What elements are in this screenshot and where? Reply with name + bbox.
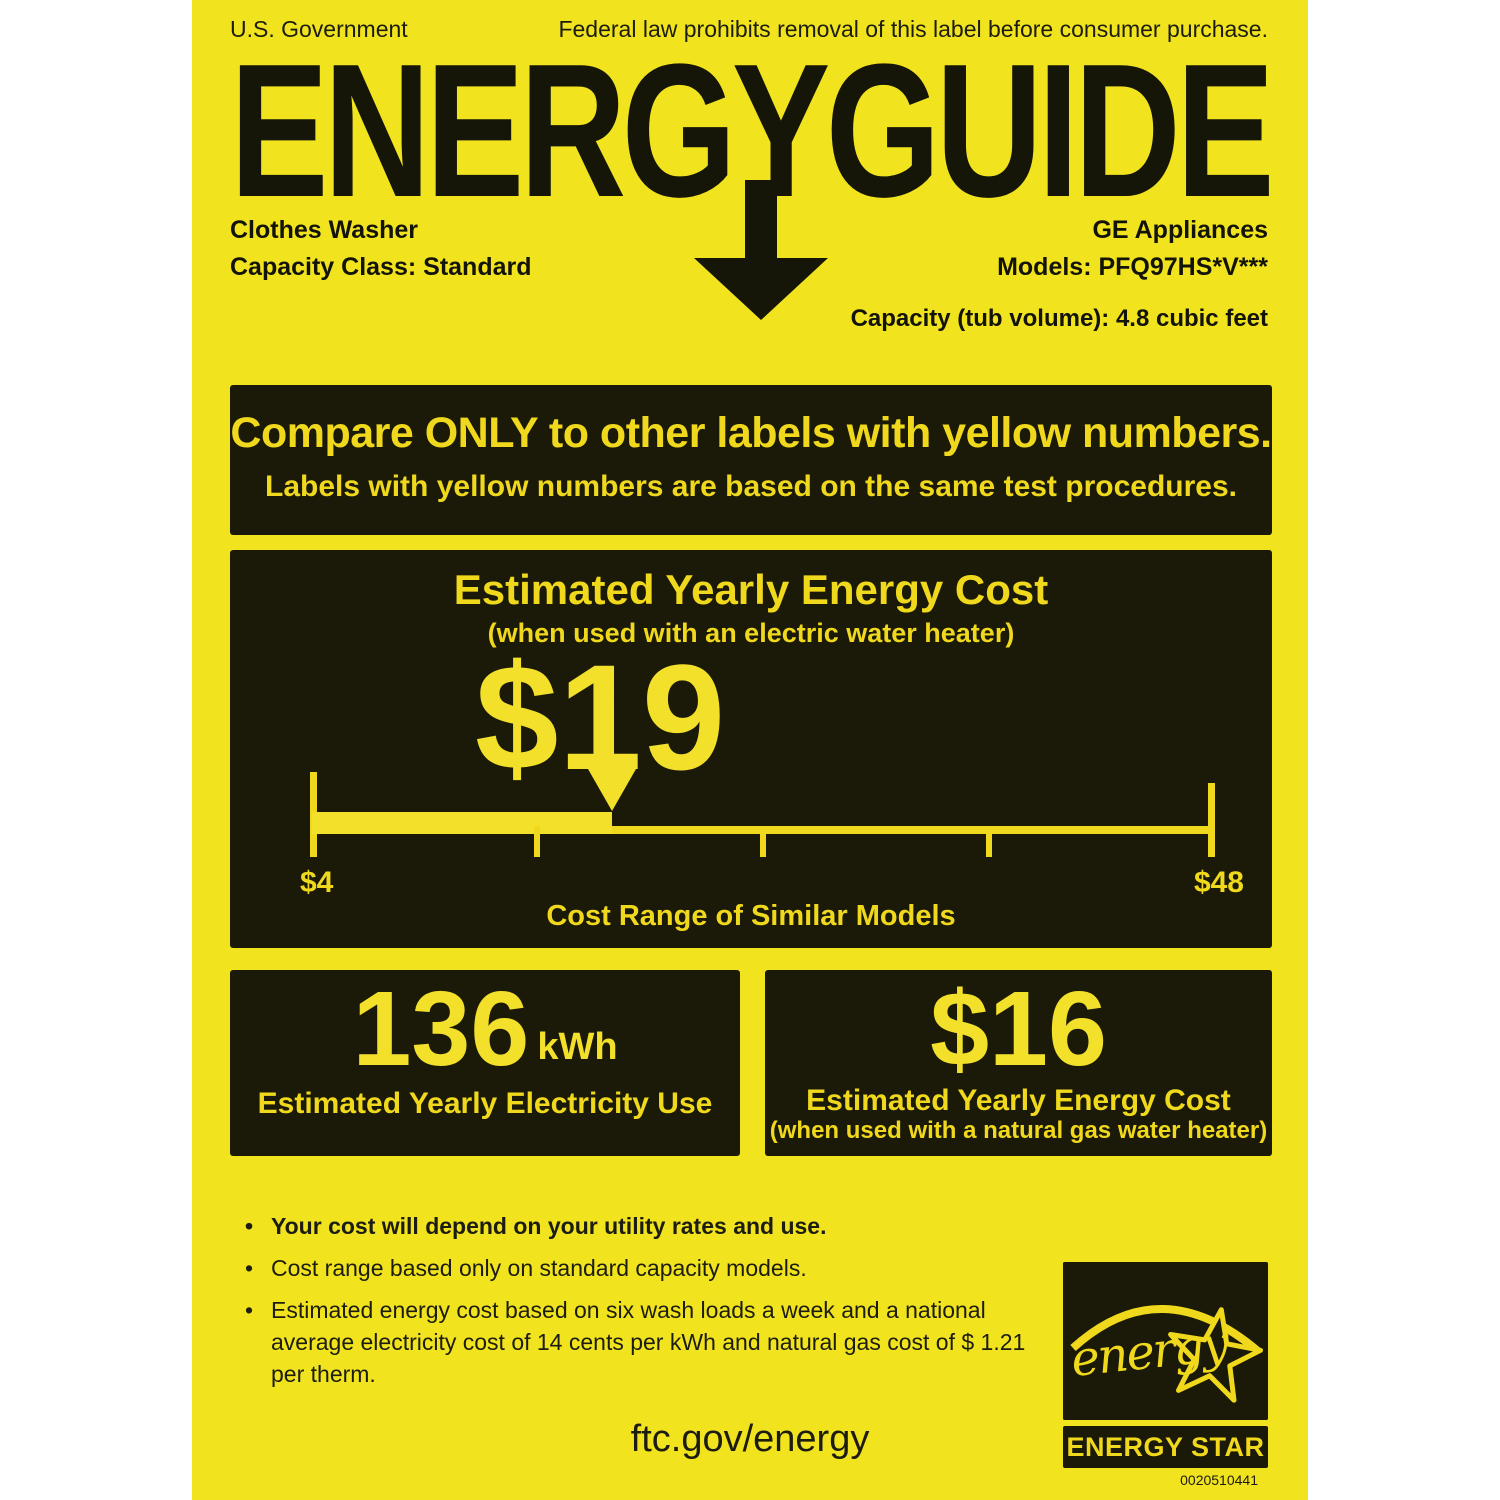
scale-tick (986, 826, 992, 857)
cost-scale: $4 $48 Cost Range of Similar Models (230, 550, 1272, 948)
label-number: 0020510441 (1180, 1472, 1258, 1488)
compare-subtext: Labels with yellow numbers are based on … (265, 470, 1237, 503)
product-info-right: GE Appliances Models: PFQ97HS*V*** (997, 212, 1268, 286)
brand-name: GE Appliances (1092, 216, 1268, 244)
note-text: Cost range based only on standard capaci… (271, 1255, 807, 1281)
electricity-label: Estimated Yearly Electricity Use (257, 1087, 713, 1121)
note-text: Your cost will depend on your utility ra… (271, 1213, 827, 1239)
gas-cost-sublabel: (when used with a natural gas water heat… (769, 1117, 1268, 1145)
down-arrow-icon (694, 258, 828, 320)
scale-axis-line (612, 826, 1215, 834)
ftc-url: ftc.gov/energy (630, 1418, 870, 1460)
capacity-class: Capacity Class: Standard (230, 253, 532, 281)
down-arrow-stem (745, 180, 777, 262)
scale-min-label: $4 (300, 866, 334, 899)
tub-capacity: Capacity (tub volume): 4.8 cubic feet (850, 305, 1268, 332)
gas-cost-panel: $16 Estimated Yearly Energy Cost (when u… (765, 970, 1272, 1156)
bullet-icon: • (245, 1297, 254, 1323)
electricity-unit: kWh (537, 1026, 618, 1069)
energy-cost-subtitle: (when used with an electric water heater… (487, 618, 1015, 648)
energy-star-arc (1070, 1305, 1262, 1356)
energy-star-wordmark: ENERGY STAR (1063, 1426, 1268, 1468)
scale-tick (534, 826, 540, 857)
scale-tick-max (1208, 783, 1215, 857)
gas-cost-value: $16 (930, 970, 1107, 1088)
energyguide-label: U.S. Government Federal law prohibits re… (192, 0, 1308, 1500)
energy-cost-title: Estimated Yearly Energy Cost (453, 566, 1049, 613)
energy-cost-value: $19 (475, 633, 726, 801)
model-numbers: Models: PFQ97HS*V*** (997, 253, 1268, 281)
note-text: Estimated energy cost based on six wash … (271, 1297, 1026, 1387)
note-item: • Cost range based only on standard capa… (237, 1252, 1027, 1284)
note-item: • Your cost will depend on your utility … (237, 1210, 1027, 1242)
bullet-icon: • (245, 1255, 254, 1281)
scale-tick (760, 826, 766, 857)
energy-star-star-icon (1168, 1307, 1263, 1403)
scale-marker-icon (588, 769, 636, 811)
energy-star-logo: energy (1063, 1262, 1268, 1420)
compare-headline: Compare ONLY to other labels with yellow… (230, 409, 1272, 457)
scale-fill-bar (312, 812, 612, 834)
electricity-value: 136 (352, 970, 530, 1088)
removal-warning-text: Federal law prohibits removal of this la… (558, 16, 1268, 42)
electricity-use-panel: 136 kWh Estimated Yearly Electricity Use (230, 970, 740, 1156)
note-item: • Estimated energy cost based on six was… (237, 1294, 1027, 1390)
energy-cost-panel: Estimated Yearly Energy Cost (when used … (230, 550, 1272, 948)
compare-banner: Compare ONLY to other labels with yellow… (230, 385, 1272, 535)
bullet-icon: • (245, 1213, 254, 1239)
us-government-text: U.S. Government (230, 16, 408, 42)
scale-range-label: Cost Range of Similar Models (546, 900, 956, 932)
scale-max-label: $48 (1193, 866, 1244, 899)
electricity-value-row: 136 kWh (230, 970, 740, 1088)
notes-list: • Your cost will depend on your utility … (237, 1210, 1027, 1400)
gas-cost-label: Estimated Yearly Energy Cost (806, 1084, 1231, 1118)
energy-star-block: energy ENERGY STAR 0020510441 (1063, 1262, 1268, 1488)
product-info-left: Clothes Washer Capacity Class: Standard (230, 212, 532, 286)
product-type: Clothes Washer (230, 216, 419, 244)
